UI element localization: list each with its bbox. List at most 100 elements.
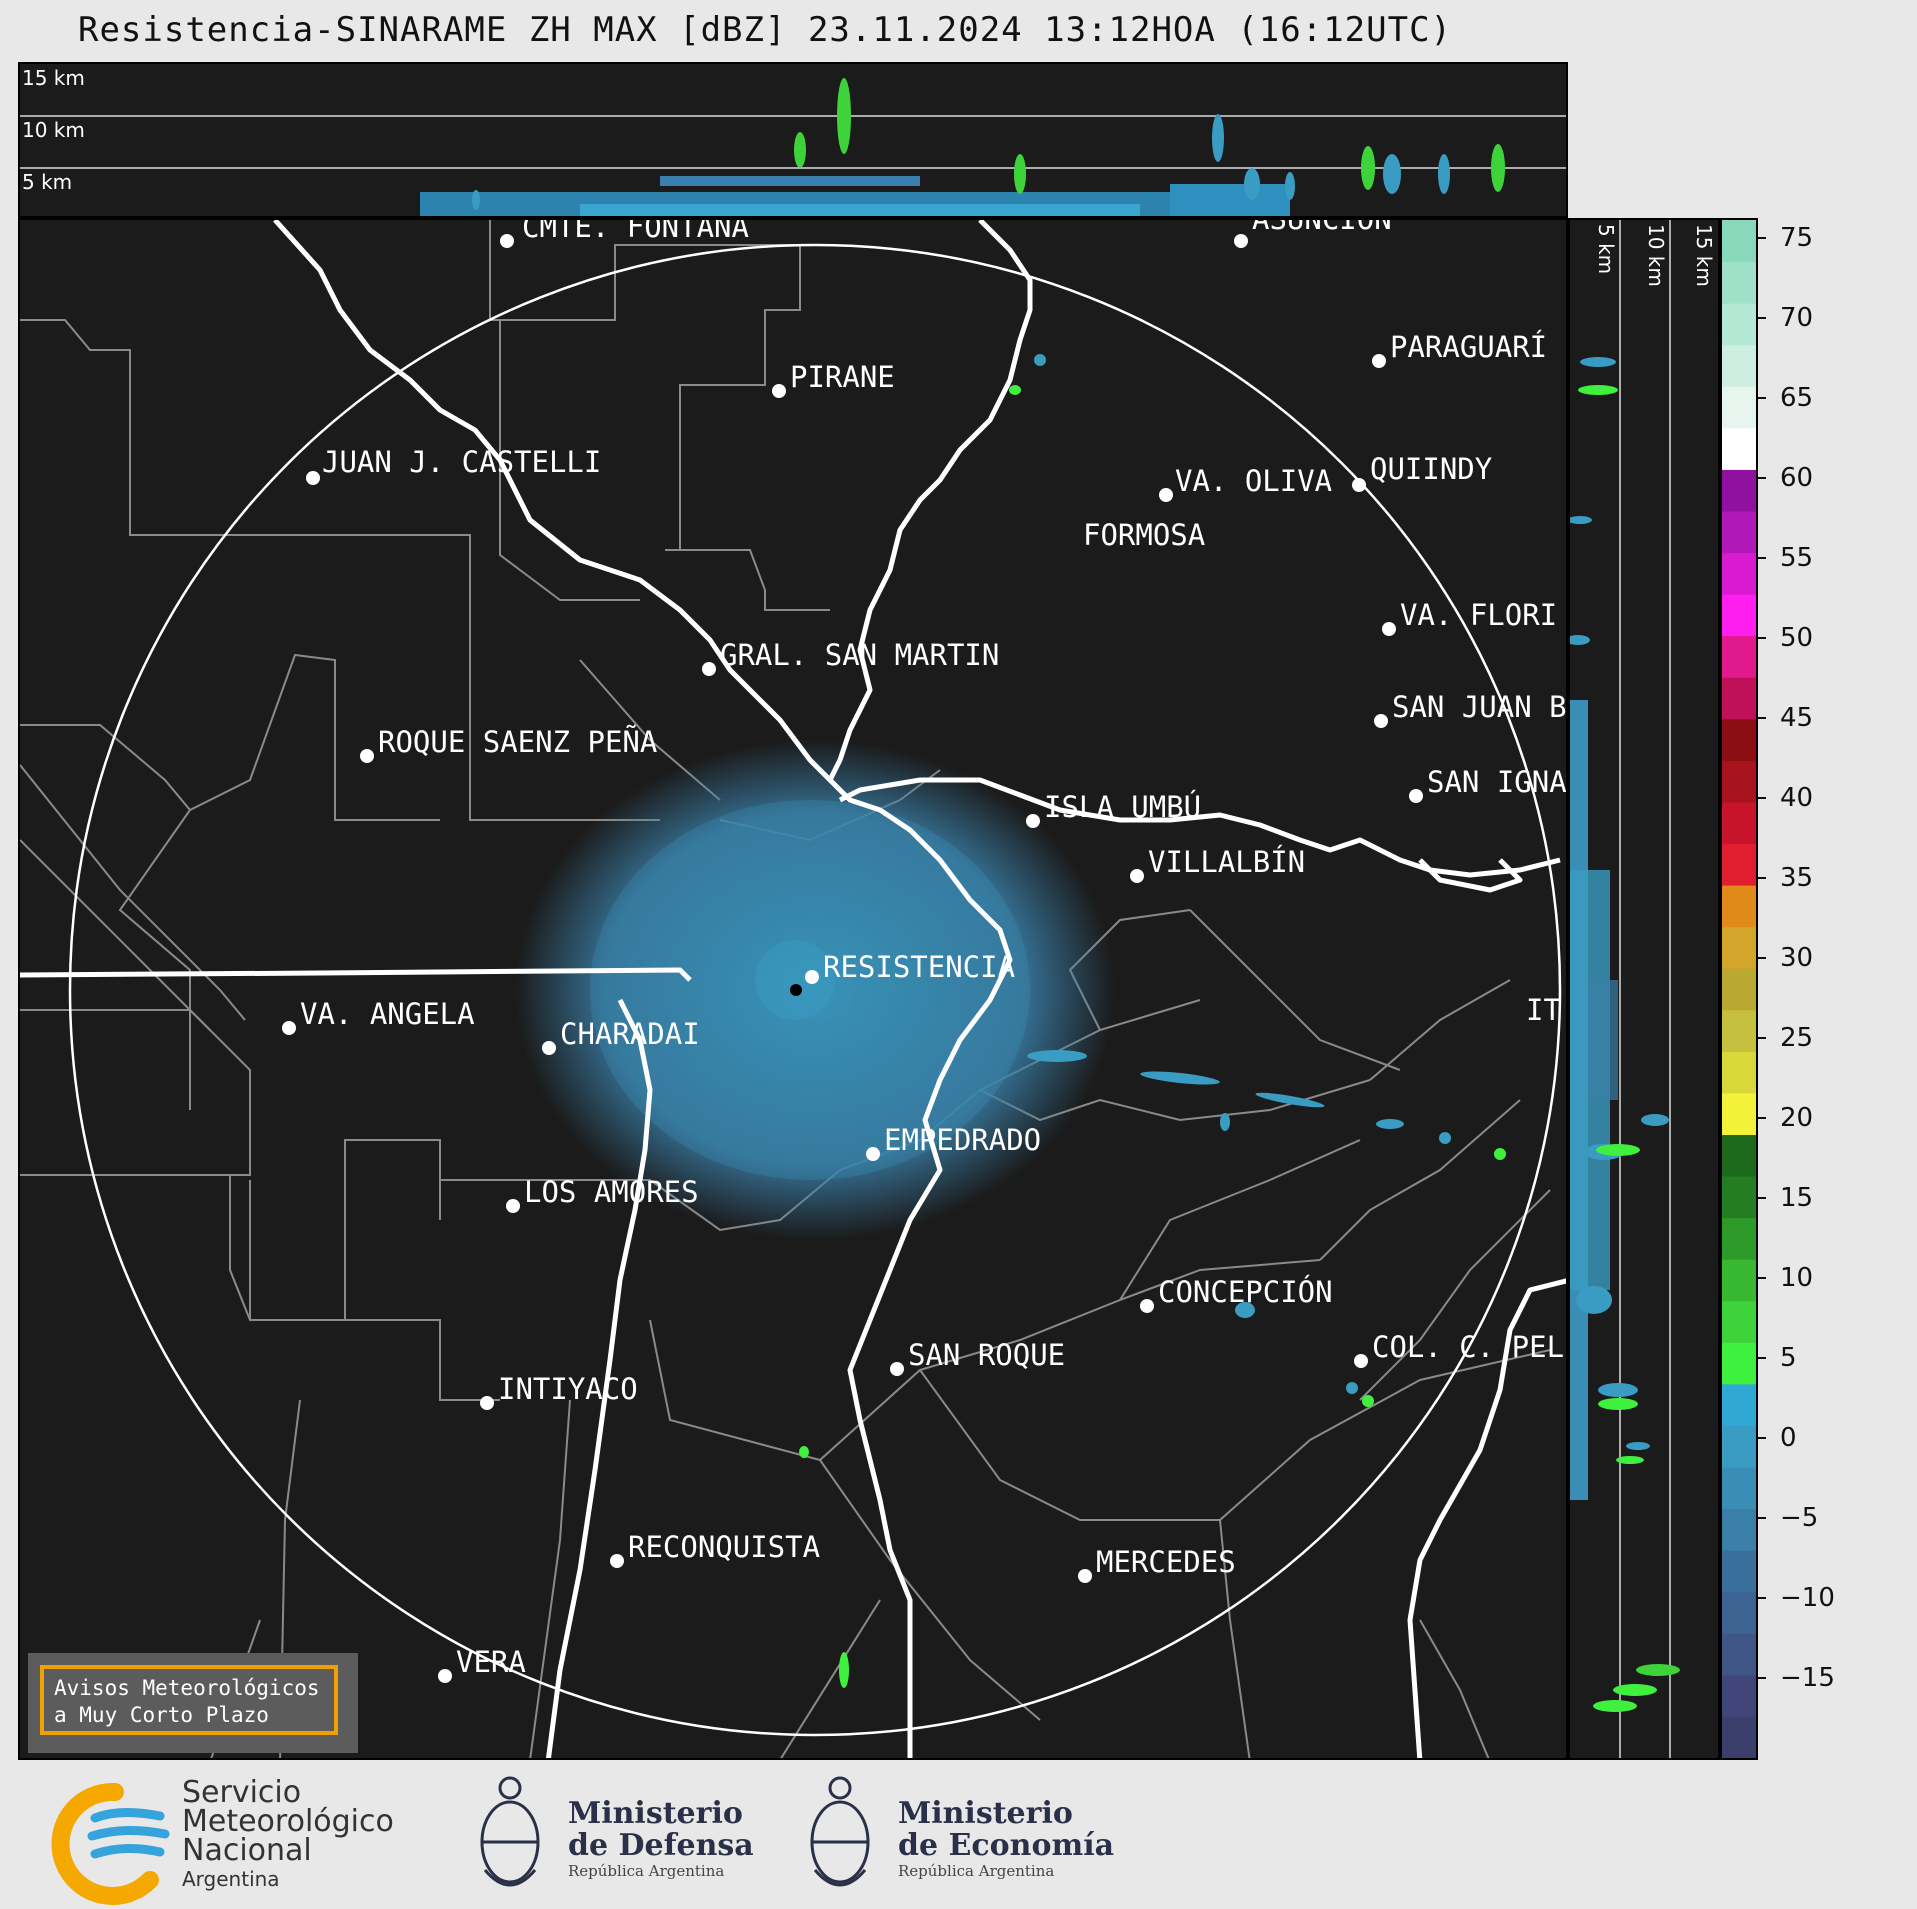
radar-map: CMTE. FONTANA ASUNCIÓN PARAGUARÍ PIRANE … bbox=[18, 218, 1568, 1760]
colorbar-band bbox=[1722, 1300, 1756, 1343]
city-label: PARAGUARÍ bbox=[1390, 330, 1548, 364]
height-label-15km: 15 km bbox=[22, 66, 85, 90]
city-isla-umbu: ISLA UMBÚ bbox=[1026, 790, 1202, 828]
city-label: INTIYACO bbox=[498, 1372, 638, 1406]
colorbar-band bbox=[1722, 469, 1756, 512]
city-va-flori: VA. FLORI bbox=[1382, 598, 1557, 636]
colorbar-band bbox=[1722, 760, 1756, 803]
city-label: EMPEDRADO bbox=[884, 1123, 1042, 1157]
city-san-juan-b: SAN JUAN B bbox=[1374, 690, 1567, 728]
avisos-line2: a Muy Corto Plazo bbox=[54, 1703, 269, 1727]
colorbar-band bbox=[1722, 386, 1756, 429]
colorbar-tick: 10 bbox=[1758, 1263, 1813, 1293]
right-cross-section: 5 km 10 km 15 km bbox=[1568, 218, 1720, 1760]
colorbar-band bbox=[1722, 635, 1756, 678]
city-label: ASUNCIÓN bbox=[1252, 218, 1392, 236]
colorbar-band bbox=[1722, 261, 1756, 304]
economia-logo-text: Ministerio de Economía República Argenti… bbox=[898, 1796, 1115, 1881]
right-cross-section-plot bbox=[1570, 220, 1680, 1758]
city-label: ROQUE SAENZ PEÑA bbox=[378, 725, 658, 759]
city-label: VA. ANGELA bbox=[300, 997, 475, 1031]
colorbar-band bbox=[1722, 1508, 1756, 1551]
colorbar-band bbox=[1722, 1176, 1756, 1219]
city-label: ISLA UMBÚ bbox=[1044, 790, 1202, 824]
city-label: VERA bbox=[456, 1645, 526, 1679]
city-va-angela: VA. ANGELA bbox=[282, 997, 475, 1035]
city-intiyaco: INTIYACO bbox=[480, 1372, 638, 1410]
colorbar-tick: −10 bbox=[1758, 1583, 1835, 1613]
city-label: SAN IGNA bbox=[1427, 765, 1567, 799]
colorbar-gradient bbox=[1722, 220, 1756, 1758]
city-label: MERCEDES bbox=[1096, 1545, 1236, 1579]
top-cross-section-plot bbox=[20, 78, 1566, 216]
economia-seal-icon bbox=[810, 1776, 870, 1887]
colorbar-band bbox=[1722, 677, 1756, 720]
colorbar-band bbox=[1722, 1467, 1756, 1510]
colorbar-band bbox=[1722, 1259, 1756, 1302]
right-height-label-5km: 5 km bbox=[1594, 224, 1618, 275]
map-title: Resistencia-SINARAME ZH MAX [dBZ] 23.11.… bbox=[77, 10, 1453, 50]
city-label: LOS AMORES bbox=[524, 1175, 699, 1209]
city-mercedes: MERCEDES bbox=[1078, 1545, 1236, 1583]
colorbar-band bbox=[1722, 1009, 1756, 1052]
city-label: COL. C. PEL bbox=[1372, 1330, 1565, 1364]
dbz-colorbar bbox=[1720, 218, 1758, 1760]
city-label: SAN ROQUE bbox=[908, 1338, 1066, 1372]
colorbar-band bbox=[1722, 1092, 1756, 1135]
city-paraguari: PARAGUARÍ bbox=[1372, 330, 1548, 368]
city-label: CMTE. FONTANA bbox=[522, 218, 749, 244]
colorbar-tick: 25 bbox=[1758, 1023, 1813, 1053]
colorbar-tick: 30 bbox=[1758, 943, 1813, 973]
colorbar-tick: 60 bbox=[1758, 463, 1813, 493]
city-label: QUIINDY bbox=[1370, 452, 1493, 486]
colorbar-band bbox=[1722, 968, 1756, 1011]
colorbar-band bbox=[1722, 1134, 1756, 1177]
defensa-logo-text: Ministerio de Defensa República Argentin… bbox=[568, 1796, 754, 1881]
colorbar-tick: 50 bbox=[1758, 623, 1813, 653]
avisos-link-box[interactable]: Avisos Meteorológicos a Muy Corto Plazo bbox=[28, 1653, 358, 1753]
city-label: SAN JUAN B bbox=[1392, 690, 1567, 724]
avisos-line1: Avisos Meteorológicos bbox=[54, 1676, 320, 1700]
city-cmte-fontana: CMTE. FONTANA bbox=[500, 218, 749, 248]
city-asuncion: ASUNCIÓN bbox=[1234, 218, 1392, 248]
city-concepcion: CONCEPCIÓN bbox=[1140, 1275, 1333, 1313]
city-resistencia: RESISTENCIA bbox=[805, 950, 1016, 984]
city-label: CHARADAI bbox=[560, 1017, 700, 1051]
city-los-amores: LOS AMORES bbox=[506, 1175, 699, 1213]
colorbar-tick: 20 bbox=[1758, 1103, 1813, 1133]
city-label: RESISTENCIA bbox=[823, 950, 1016, 984]
avisos-frame: Avisos Meteorológicos a Muy Corto Plazo bbox=[40, 1665, 338, 1735]
city-gral-san-martin: GRAL. SAN MARTIN bbox=[702, 638, 1000, 676]
right-height-label-15km: 15 km bbox=[1692, 224, 1716, 287]
colorbar-band bbox=[1722, 1633, 1756, 1676]
colorbar-band bbox=[1722, 510, 1756, 554]
colorbar-band bbox=[1722, 1716, 1756, 1758]
city-va-oliva: VA. OLIVA bbox=[1159, 464, 1332, 502]
colorbar-tick: 0 bbox=[1758, 1423, 1797, 1453]
colorbar-tick: −15 bbox=[1758, 1663, 1835, 1693]
colorbar-band bbox=[1722, 926, 1756, 969]
colorbar-band bbox=[1722, 1591, 1756, 1634]
city-charadai: CHARADAI bbox=[542, 1017, 700, 1055]
city-label: PIRANE bbox=[790, 360, 895, 394]
city-san-roque: SAN ROQUE bbox=[890, 1338, 1066, 1376]
colorbar-band bbox=[1722, 1217, 1756, 1260]
height-label-10km: 10 km bbox=[22, 118, 85, 142]
colorbar-tick: 70 bbox=[1758, 303, 1813, 333]
city-col-c-pel: COL. C. PEL bbox=[1354, 1330, 1565, 1368]
colorbar-tick: 65 bbox=[1758, 383, 1813, 413]
city-label: JUAN J. CASTELLI bbox=[322, 445, 602, 479]
top-cross-section: 15 km 10 km 5 km bbox=[18, 62, 1568, 218]
colorbar-band bbox=[1722, 344, 1756, 387]
smn-logo-text: Servicio Meteorológico Nacional Argentin… bbox=[182, 1775, 394, 1892]
colorbar-tick: 55 bbox=[1758, 543, 1813, 573]
colorbar-band bbox=[1722, 427, 1756, 470]
smn-logo-icon bbox=[51, 1782, 170, 1905]
colorbar-band bbox=[1722, 801, 1756, 845]
city-it: IT bbox=[1526, 993, 1561, 1027]
city-reconquista: RECONQUISTA bbox=[610, 1530, 820, 1568]
city-vera: VERA bbox=[438, 1645, 526, 1683]
city-label: IT bbox=[1526, 993, 1561, 1027]
city-juan-j-castelli: JUAN J. CASTELLI bbox=[306, 445, 602, 485]
city-label: GRAL. SAN MARTIN bbox=[720, 638, 1000, 672]
